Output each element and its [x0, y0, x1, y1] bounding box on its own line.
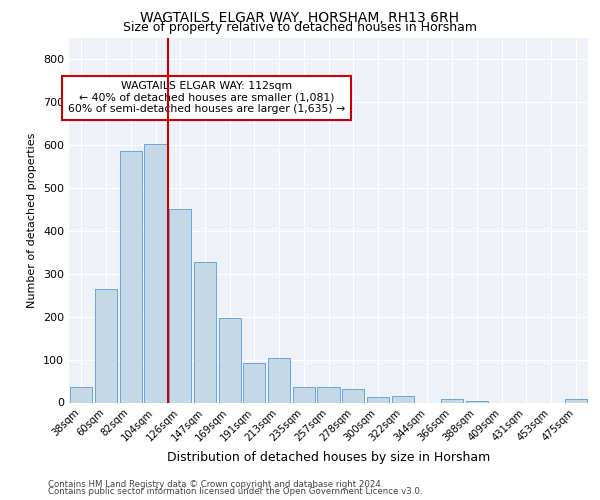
Text: Contains public sector information licensed under the Open Government Licence v3: Contains public sector information licen…	[48, 488, 422, 496]
Bar	[119, 152, 142, 402]
Bar	[466, 401, 488, 402]
X-axis label: Distribution of detached houses by size in Horsham: Distribution of detached houses by size …	[167, 452, 490, 464]
Text: WAGTAILS ELGAR WAY: 112sqm
← 40% of detached houses are smaller (1,081)
60% of s: WAGTAILS ELGAR WAY: 112sqm ← 40% of deta…	[68, 82, 345, 114]
Bar	[70, 386, 92, 402]
Bar	[194, 262, 216, 402]
Bar	[243, 364, 265, 403]
Bar	[293, 386, 315, 402]
Bar	[169, 210, 191, 402]
Bar	[367, 397, 389, 402]
Bar	[342, 389, 364, 402]
Bar	[392, 396, 414, 402]
Text: Size of property relative to detached houses in Horsham: Size of property relative to detached ho…	[123, 21, 477, 34]
Bar	[145, 144, 167, 402]
Bar	[268, 358, 290, 403]
Bar	[441, 399, 463, 402]
Text: Contains HM Land Registry data © Crown copyright and database right 2024.: Contains HM Land Registry data © Crown c…	[48, 480, 383, 489]
Bar	[95, 288, 117, 403]
Bar	[565, 398, 587, 402]
Text: WAGTAILS, ELGAR WAY, HORSHAM, RH13 6RH: WAGTAILS, ELGAR WAY, HORSHAM, RH13 6RH	[140, 11, 460, 25]
Bar	[317, 388, 340, 402]
Bar	[218, 318, 241, 402]
Y-axis label: Number of detached properties: Number of detached properties	[28, 132, 37, 308]
